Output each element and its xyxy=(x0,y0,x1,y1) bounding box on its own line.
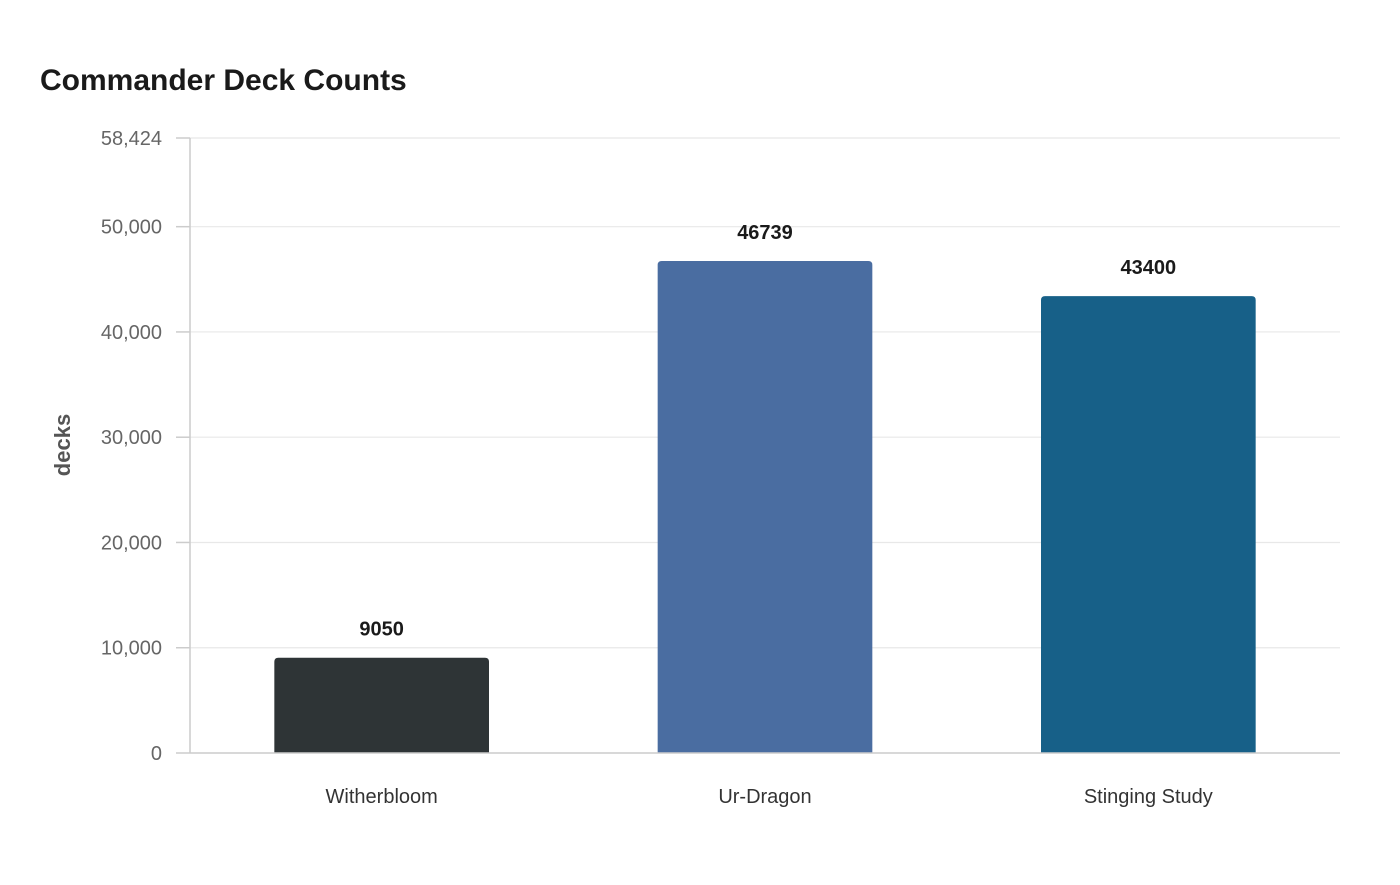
y-tick-label: 40,000 xyxy=(101,322,162,344)
y-tick-label: 10,000 xyxy=(101,638,162,660)
data-label: 46739 xyxy=(737,222,793,244)
label-layer: 9050 Witherbloom 46739 Ur-Dragon 43400 Stingi… xyxy=(326,222,1213,808)
bar-stinging-study xyxy=(1041,296,1256,753)
chart-title: Commander Deck Counts xyxy=(40,64,407,97)
data-label: 9050 xyxy=(359,619,404,641)
y-tick-label: 0 xyxy=(151,743,162,765)
axis-layer: 0 10,000 20,000 30,000 40,000 50,000 58,424 xyxy=(101,128,1340,765)
y-tick-label: 30,000 xyxy=(101,427,162,449)
x-tick-label: Witherbloom xyxy=(326,786,438,808)
bar-witherbloom xyxy=(274,657,489,753)
y-tick-label: 58,424 xyxy=(101,128,162,150)
y-tick-label: 20,000 xyxy=(101,532,162,554)
y-tick-label: 50,000 xyxy=(101,217,162,239)
bar-ur-dragon xyxy=(657,261,873,753)
x-tick-label: Ur-Dragon xyxy=(718,786,811,808)
data-label: 43400 xyxy=(1121,257,1177,279)
y-axis-label: decks xyxy=(50,414,75,476)
x-tick-label: Stinging Study xyxy=(1084,786,1213,808)
bar-layer xyxy=(274,261,1256,753)
